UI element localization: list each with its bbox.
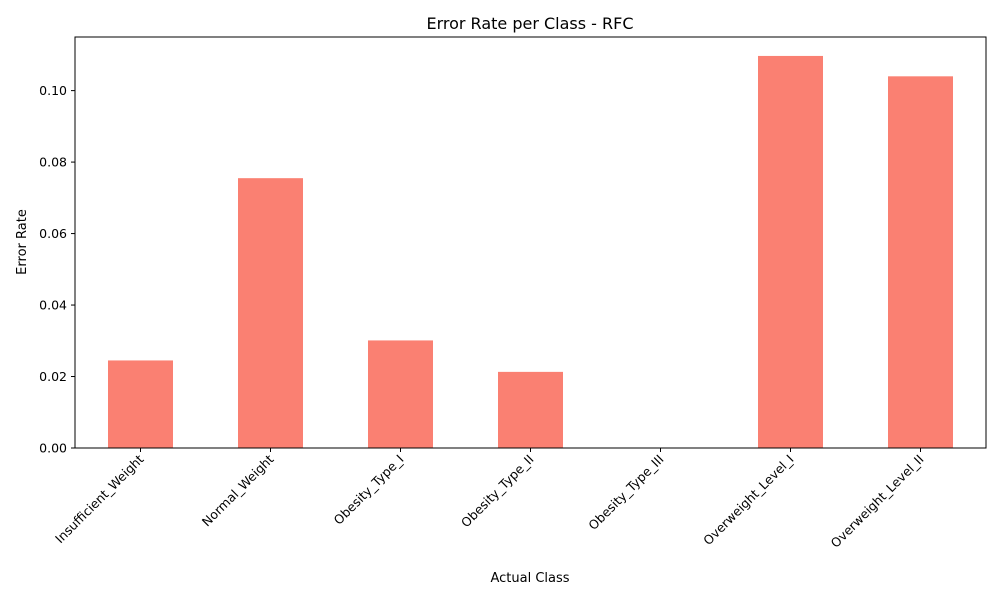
y-tick-label: 0.04 [39, 298, 67, 313]
bar-overweight-level-ii [888, 76, 953, 448]
bars-group [108, 55, 953, 449]
y-tick-label: 0.06 [39, 226, 67, 241]
bar-overweight-level-i [758, 55, 823, 448]
x-tick-label: Obesity_Type_III [585, 452, 666, 533]
plot-frame [74, 36, 987, 449]
y-tick-label: 0.10 [39, 83, 67, 98]
x-tick-label: Obesity_Type_II [458, 452, 537, 531]
y-axis-ticks: 0.00 0.02 0.04 0.06 0.08 0.10 [39, 83, 75, 456]
bar-obesity-type-ii [498, 371, 563, 448]
x-axis-label: Actual Class [490, 571, 569, 586]
chart-title: Error Rate per Class - RFC [426, 14, 633, 33]
y-axis-label: Error Rate [15, 209, 30, 275]
x-tick-label: Overweight_Level_II [828, 452, 927, 551]
bar-obesity-type-i [368, 340, 433, 448]
y-tick-label: 0.02 [39, 369, 67, 384]
y-tick-label: 0.08 [39, 155, 67, 170]
x-axis-ticks: Insufficient_Weight Normal_Weight Obesity_… [52, 448, 927, 551]
bar-insufficient-weight [108, 360, 173, 448]
bar-normal-weight [238, 178, 303, 449]
y-tick-label: 0.00 [39, 441, 67, 456]
x-tick-label: Insufficient_Weight [52, 451, 147, 546]
x-tick-label: Normal_Weight [199, 451, 277, 529]
x-tick-label: Obesity_Type_I [330, 452, 406, 528]
x-tick-label: Overweight_Level_I [700, 452, 796, 548]
